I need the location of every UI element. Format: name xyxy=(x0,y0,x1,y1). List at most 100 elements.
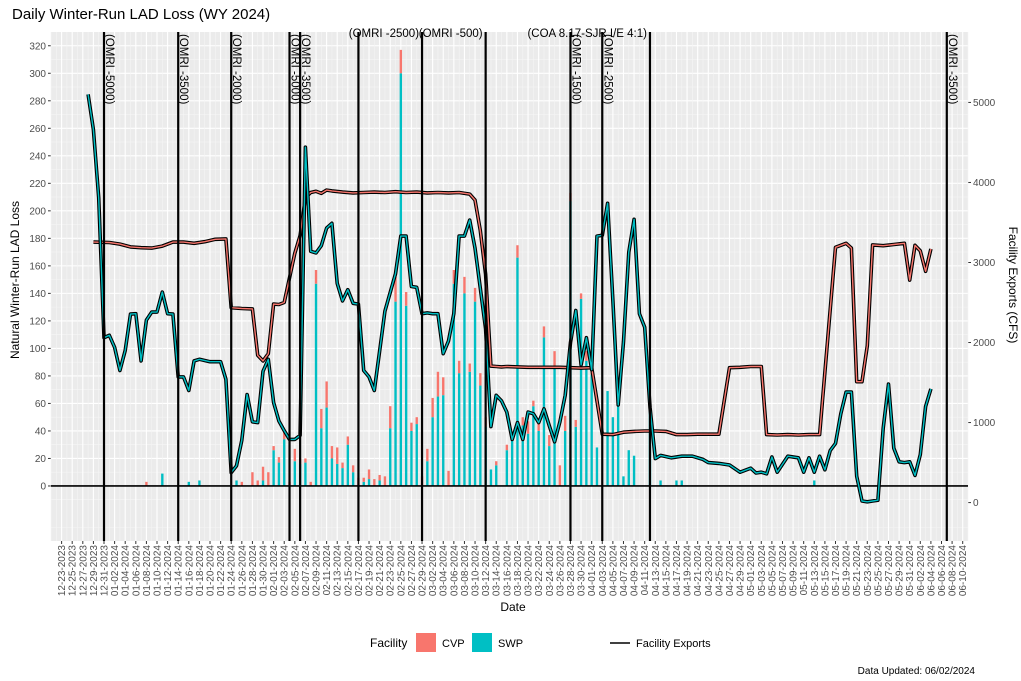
bar-swp xyxy=(436,396,440,486)
x-tick-label: 01-16-2024 xyxy=(184,545,195,597)
x-tick-label: 05-11-2024 xyxy=(799,545,810,596)
bar-cvp xyxy=(336,447,339,464)
bar-cvp xyxy=(394,276,397,302)
x-tick-label: 05-09-2024 xyxy=(789,545,800,597)
x-tick-label: 03-20-2024 xyxy=(524,545,535,597)
y-tick-label: 100 xyxy=(29,344,46,355)
y-tick-label: 240 xyxy=(29,151,46,162)
y-tick-label: 20 xyxy=(35,454,47,465)
x-tick-label: 04-05-2024 xyxy=(608,545,619,597)
x-tick-label: 06-04-2024 xyxy=(926,545,937,597)
x-tick-label: 02-13-2024 xyxy=(333,545,344,597)
bar-cvp xyxy=(436,371,440,397)
x-tick-label: 01-22-2024 xyxy=(216,545,227,597)
bar-swp xyxy=(468,371,471,486)
bar-swp xyxy=(261,480,265,486)
bar-swp xyxy=(341,468,344,486)
event-label: (OMRI -3500) xyxy=(177,34,189,104)
bar-swp xyxy=(574,426,577,486)
bar-swp xyxy=(320,428,323,486)
bar-swp xyxy=(579,298,583,486)
bar-swp xyxy=(479,385,482,486)
bar-cvp xyxy=(283,429,286,440)
bar-swp xyxy=(161,473,164,486)
bar-swp xyxy=(526,433,530,486)
x-tick-label: 01-20-2024 xyxy=(206,545,217,597)
x-tick-label: 02-27-2024 xyxy=(407,545,418,597)
x-tick-label: 05-15-2024 xyxy=(820,545,831,597)
bar-cvp xyxy=(473,287,477,302)
x-tick-label: 02-29-2024 xyxy=(418,545,429,597)
bar-swp xyxy=(675,480,678,486)
bar-cvp xyxy=(314,269,318,284)
x-tick-label: 03-06-2024 xyxy=(449,545,460,597)
bar-swp xyxy=(521,425,524,486)
bar-cvp xyxy=(426,448,429,462)
bar-cvp xyxy=(537,422,540,431)
bar-swp xyxy=(330,458,334,486)
bar-swp xyxy=(553,367,556,486)
x-tick-label: 02-25-2024 xyxy=(396,545,407,597)
x-tick-label: 04-27-2024 xyxy=(725,545,736,597)
x-tick-label: 05-01-2024 xyxy=(746,545,757,597)
bar-cvp xyxy=(542,326,546,338)
bar-swp xyxy=(431,417,434,486)
x-tick-label: 02-09-2024 xyxy=(312,545,323,597)
bar-cvp xyxy=(431,397,434,418)
x-tick-label: 05-19-2024 xyxy=(842,545,853,597)
x-tick-label: 02-23-2024 xyxy=(386,545,397,597)
bar-swp xyxy=(399,73,403,486)
y-tick-label: 140 xyxy=(29,289,46,300)
x-tick-label: 12-23-2023 xyxy=(57,545,68,597)
y-tick-label: 40 xyxy=(35,426,47,437)
bar-swp xyxy=(495,465,498,486)
y2-tick-label: 0 xyxy=(973,498,979,509)
y2-tick-label: 4000 xyxy=(973,178,996,189)
bar-cvp xyxy=(251,472,254,486)
bar-swp xyxy=(452,283,456,486)
x-tick-label: 02-03-2024 xyxy=(280,545,291,597)
bar-swp xyxy=(235,480,238,486)
x-tick-label: 03-14-2024 xyxy=(492,545,503,597)
x-tick-label: 02-05-2024 xyxy=(290,545,301,597)
x-tick-label: 02-15-2024 xyxy=(343,545,354,597)
bar-swp xyxy=(616,404,620,486)
plot-area: 0 20 40 60 80 100 120 140 160 180 200 220 240 260 280 3… xyxy=(29,28,995,596)
legend-label: SWP xyxy=(498,638,523,650)
x-tick-label: 04-01-2024 xyxy=(587,545,598,597)
bar-cvp xyxy=(415,417,418,425)
legend-title: Facility xyxy=(370,636,407,650)
bar-swp xyxy=(606,391,609,486)
x-tick-label: 03-16-2024 xyxy=(502,545,513,597)
legend-key-swp xyxy=(472,633,492,652)
x-tick-label: 12-29-2023 xyxy=(89,545,100,597)
bar-cvp xyxy=(558,465,562,486)
bar-cvp xyxy=(457,360,461,374)
x-tick-label: 02-11-2024 xyxy=(322,545,333,596)
bar-swp xyxy=(336,463,339,486)
x-tick-label: 01-10-2024 xyxy=(153,545,164,597)
x-tick-label: 03-12-2024 xyxy=(481,545,492,597)
bar-swp xyxy=(351,472,355,486)
legend-key-cvp xyxy=(416,633,436,652)
bar-cvp xyxy=(410,422,413,431)
bar-swp xyxy=(415,424,418,486)
bar-swp xyxy=(293,461,297,486)
bar-cvp xyxy=(463,276,466,294)
bar-cvp xyxy=(309,481,312,486)
y-tick-label: 0 xyxy=(40,481,46,492)
bar-cvp xyxy=(277,457,281,463)
bar-swp xyxy=(473,301,477,486)
bar-cvp xyxy=(383,476,387,486)
y-tick-label: 60 xyxy=(35,399,47,410)
bar-cvp xyxy=(404,292,408,306)
bar-cvp xyxy=(553,351,556,368)
x-tick-label: 05-21-2024 xyxy=(852,545,863,597)
x-tick-label: 01-30-2024 xyxy=(259,545,270,597)
x-tick-label: 04-17-2024 xyxy=(672,545,683,597)
event-label: (OMRI -2500) xyxy=(349,28,419,40)
bar-swp xyxy=(389,428,392,486)
bar-cvp xyxy=(479,373,482,386)
y-axis-title: Natural Winter-Run LAD Loss xyxy=(8,201,22,359)
